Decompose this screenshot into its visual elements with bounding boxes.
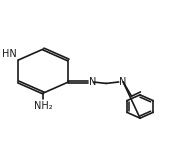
Text: NH₂: NH₂ — [34, 101, 53, 111]
Text: N: N — [89, 77, 96, 87]
Text: HN: HN — [2, 49, 17, 59]
Text: N: N — [119, 77, 126, 87]
